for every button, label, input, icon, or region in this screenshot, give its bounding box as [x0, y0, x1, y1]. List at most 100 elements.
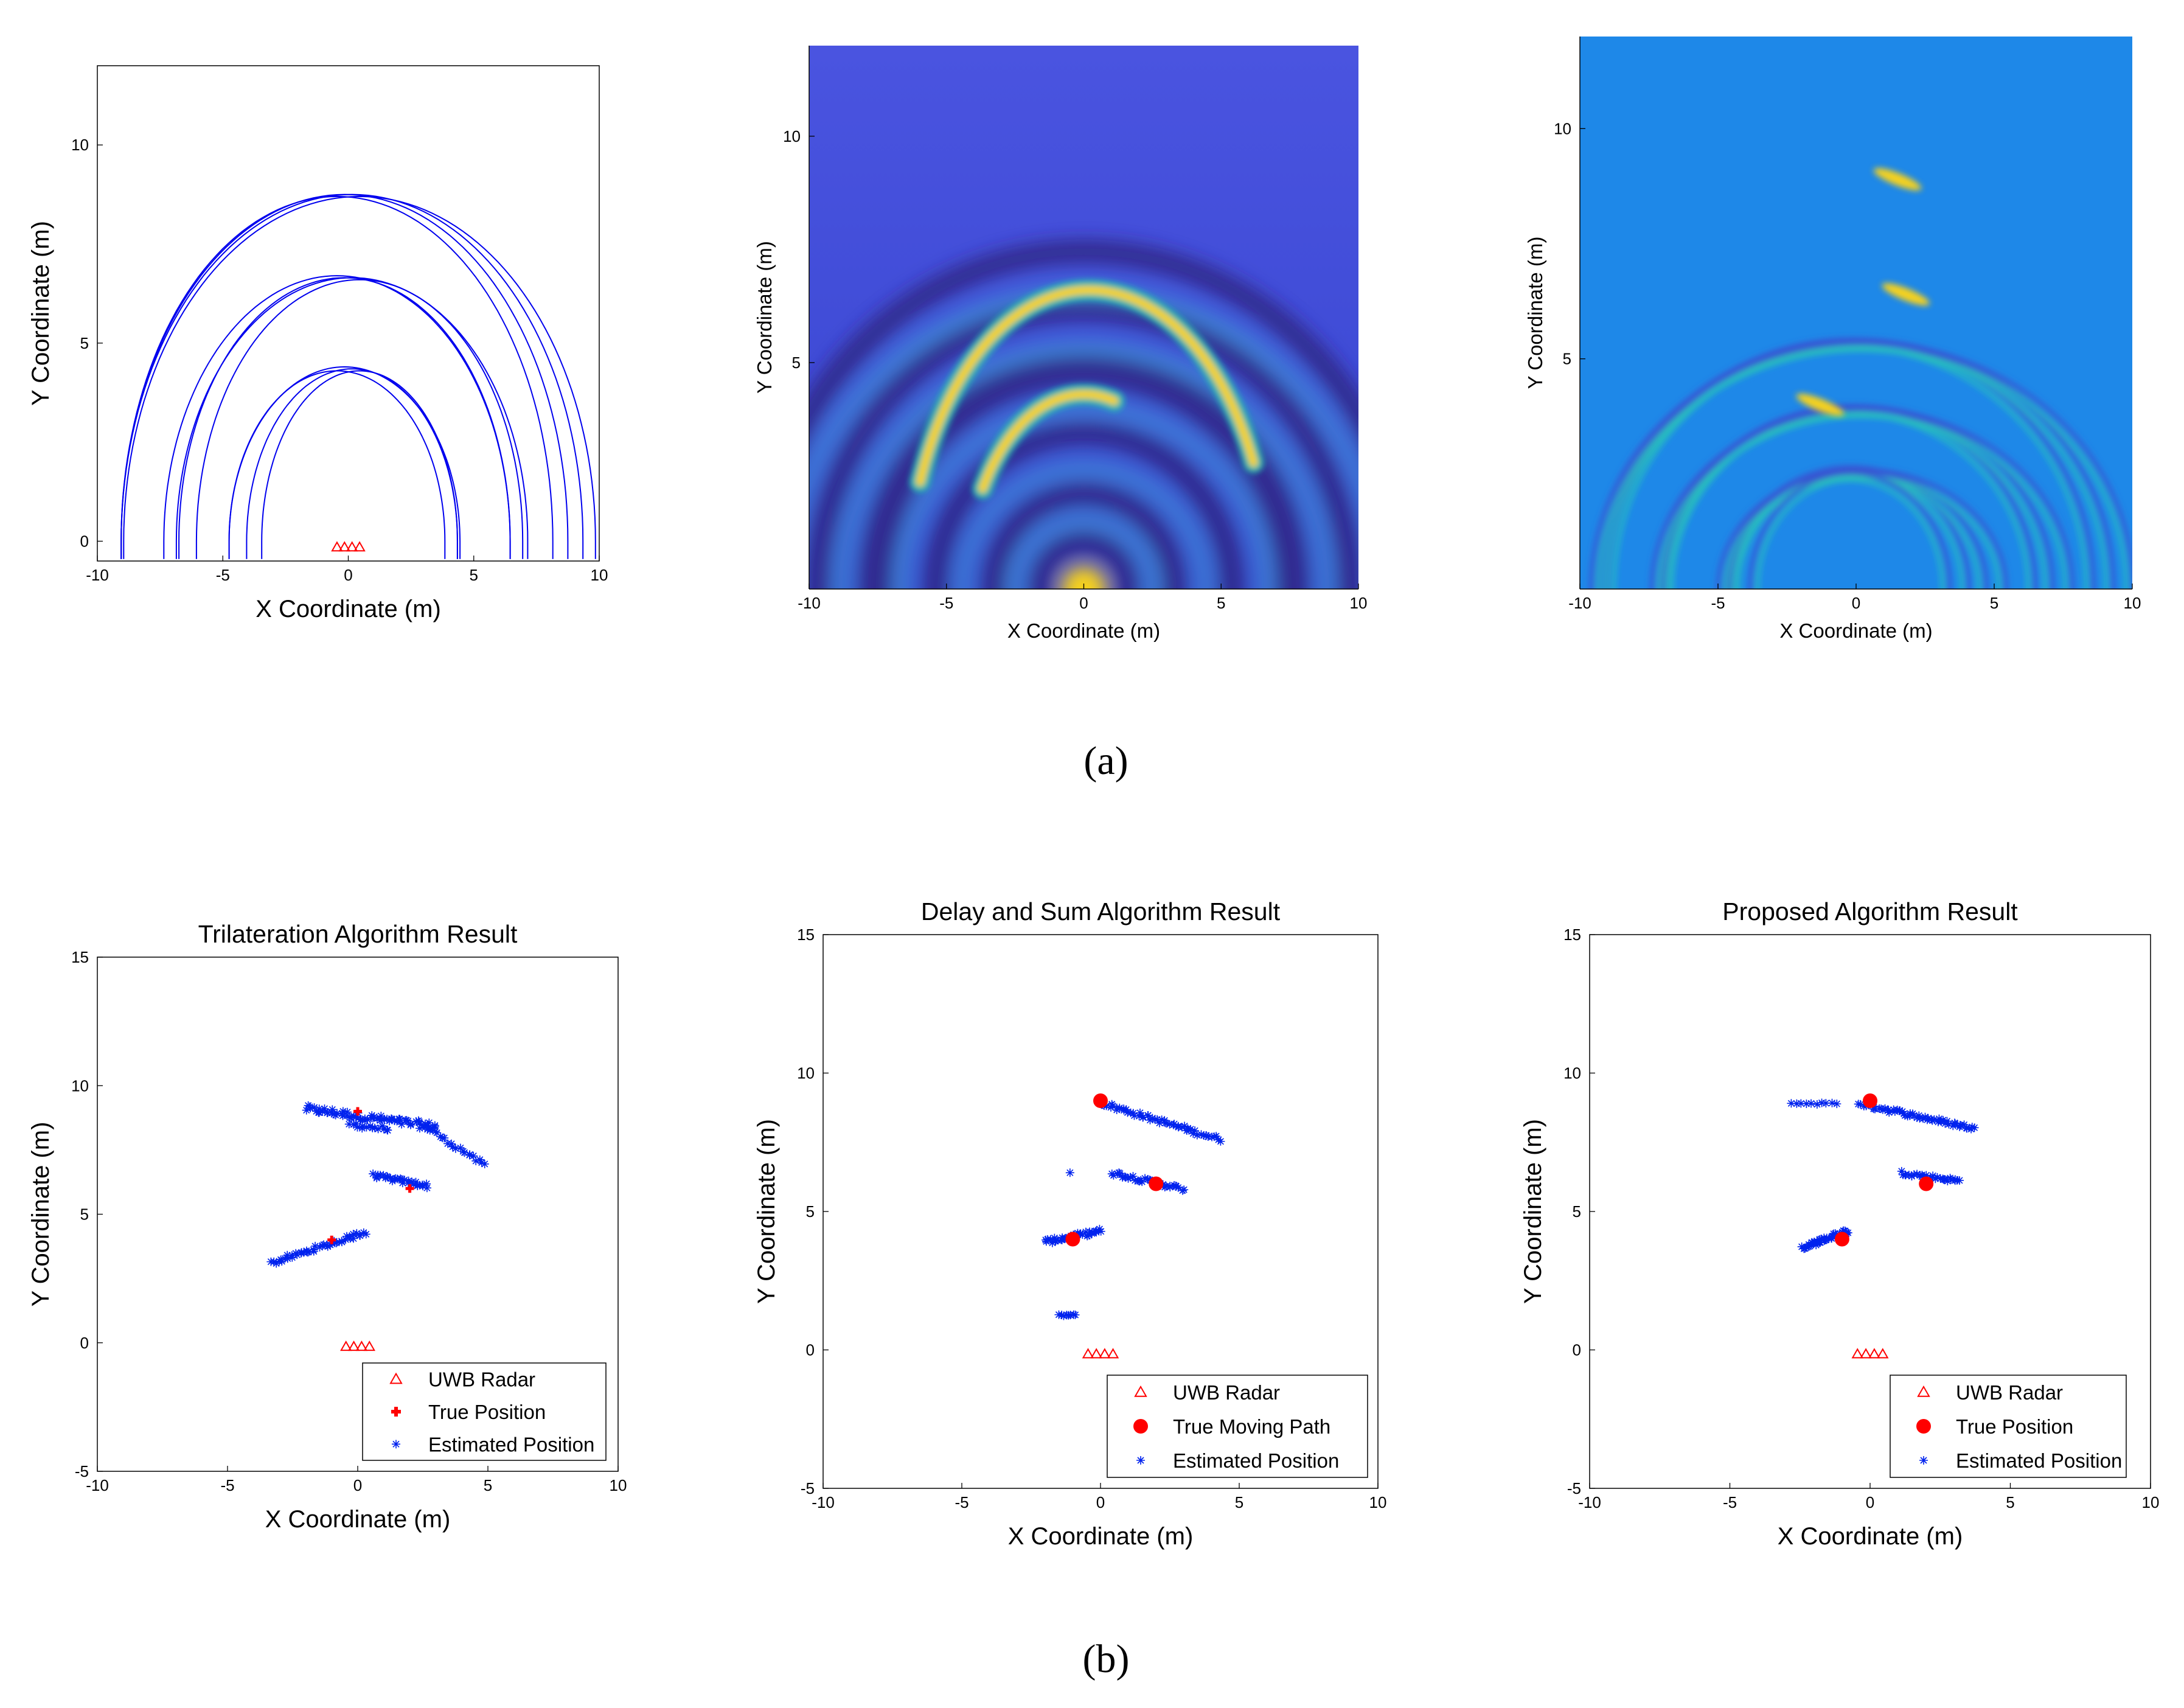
- range-arc: [228, 366, 461, 559]
- estimated-point: [1899, 1109, 1908, 1118]
- estimated-point: [1890, 1107, 1899, 1116]
- estimated-point: [1885, 1108, 1894, 1117]
- y-tick-label: 15: [71, 948, 89, 966]
- x-tick-label: -10: [86, 1476, 109, 1494]
- legend-entry-label: True Moving Path: [1173, 1415, 1330, 1438]
- estimated-point: [1944, 1120, 1953, 1129]
- estimated-point: [387, 1114, 396, 1123]
- estimated-point: [1787, 1099, 1796, 1108]
- estimated-point: [330, 1110, 339, 1119]
- chart-a3: -10 -5 0 5 10 5 10 X Coordinate (m) Y Coordinate…: [1524, 37, 2141, 642]
- estimated-point: [1107, 1100, 1116, 1109]
- estimated-point: [456, 1143, 465, 1152]
- estimated-point: [1919, 1456, 1928, 1465]
- estimated-point: [367, 1111, 377, 1120]
- estimated-point: [1946, 1174, 1955, 1183]
- estimated-point: [288, 1253, 297, 1262]
- estimated-point: [440, 1134, 449, 1143]
- estimated-point: [1109, 1171, 1118, 1180]
- subfigure-label-b: (b): [1083, 1637, 1130, 1681]
- estimated-point: [469, 1151, 478, 1160]
- uwb-radar-marker: [1877, 1348, 1889, 1359]
- y-tick-label: 5: [792, 354, 801, 372]
- uwb-radar-marker: [1082, 1348, 1094, 1359]
- estimated-point: [1166, 1182, 1175, 1191]
- uwb-radar-marker: [1917, 1385, 1930, 1397]
- x-tick-label: 10: [1350, 594, 1368, 612]
- legend-true-marker: [1133, 1419, 1148, 1434]
- x-tick-label: -5: [939, 594, 953, 612]
- estimated-point: [1153, 1115, 1162, 1124]
- true-position-marker: [1093, 1093, 1108, 1108]
- estimated-point: [1143, 1175, 1152, 1183]
- x-tick-label: -5: [1723, 1493, 1737, 1511]
- estimated-point: [1115, 1103, 1124, 1112]
- estimated-point: [1812, 1241, 1821, 1250]
- estimated-point: [1144, 1111, 1153, 1120]
- estimated-point: [1122, 1105, 1131, 1114]
- estimated-point: [451, 1144, 460, 1153]
- estimated-point: [1878, 1105, 1887, 1114]
- legend-entry-label: Estimated Position: [1956, 1449, 2122, 1472]
- estimated-point: [1102, 1101, 1111, 1110]
- estimated-point: [293, 1250, 302, 1260]
- estimated-point: [1059, 1311, 1068, 1320]
- estimated-point: [1138, 1113, 1147, 1122]
- legend-entry-label: True Position: [1956, 1415, 2073, 1438]
- estimated-point: [1913, 1169, 1922, 1179]
- dark-ring: [858, 353, 1310, 589]
- estimated-point: [344, 1120, 353, 1129]
- estimated-point: [1095, 1224, 1104, 1233]
- estimated-point: [425, 1118, 434, 1128]
- range-arc: [175, 277, 529, 559]
- y-tick-label: -5: [75, 1462, 89, 1480]
- estimated-point: [1048, 1238, 1057, 1247]
- uwb-radar-marker: [1107, 1348, 1119, 1359]
- true-position-marker: [1149, 1176, 1164, 1191]
- x-tick-label: 0: [1096, 1493, 1105, 1511]
- estimated-point: [1804, 1242, 1814, 1251]
- estimated-point: [395, 1115, 405, 1123]
- estimated-point: [338, 1109, 347, 1118]
- true-position-marker: [1065, 1232, 1080, 1247]
- estimated-point: [1124, 1174, 1133, 1183]
- estimated-point: [355, 1231, 364, 1240]
- true-position-marker: [1834, 1232, 1849, 1247]
- estimated-point: [1076, 1229, 1085, 1238]
- estimated-point: [328, 1105, 337, 1114]
- legend-entry-label: UWB Radar: [1956, 1381, 2063, 1404]
- range-arc: [195, 279, 524, 559]
- heatmap-a2: [809, 46, 1358, 589]
- estimated-point: [1807, 1238, 1817, 1247]
- estimated-point: [1802, 1099, 1811, 1108]
- estimated-point: [332, 1238, 341, 1247]
- estimated-point: [374, 1124, 383, 1134]
- dark-ring: [809, 297, 1358, 589]
- y-tick-label: 0: [1573, 1341, 1581, 1359]
- estimated-point: [397, 1120, 406, 1129]
- estimated-point: [370, 1123, 380, 1132]
- uwb-radar-marker: [1851, 1348, 1863, 1359]
- y-axis-label: Y Coordinate (m): [27, 1122, 54, 1307]
- estimated-point: [353, 1123, 362, 1132]
- estimated-point: [1083, 1232, 1092, 1241]
- legend-entry-label: UWB Radar: [1173, 1381, 1280, 1404]
- estimated-point: [1938, 1115, 1947, 1124]
- estimated-point: [369, 1169, 378, 1179]
- legend: UWB Radar True Position Estimated Position: [362, 1362, 607, 1461]
- estimated-point: [1189, 1129, 1198, 1138]
- light-ring: [1596, 348, 2128, 589]
- origin-hotspot: [1060, 566, 1107, 589]
- estimated-point: [1172, 1182, 1181, 1191]
- estimated-point: [1942, 1117, 1952, 1126]
- x-axis-label: X Coordinate (m): [1008, 1523, 1194, 1550]
- x-tick-label: 0: [1852, 594, 1860, 612]
- legend-box: [362, 1362, 607, 1461]
- estimated-point: [1202, 1131, 1211, 1140]
- y-axis-label: Y Coordinate (m): [27, 221, 54, 406]
- estimated-point: [315, 1243, 324, 1252]
- estimated-point: [1914, 1111, 1924, 1120]
- estimated-point: [1115, 1169, 1124, 1178]
- x-tick-label: 10: [2124, 594, 2141, 612]
